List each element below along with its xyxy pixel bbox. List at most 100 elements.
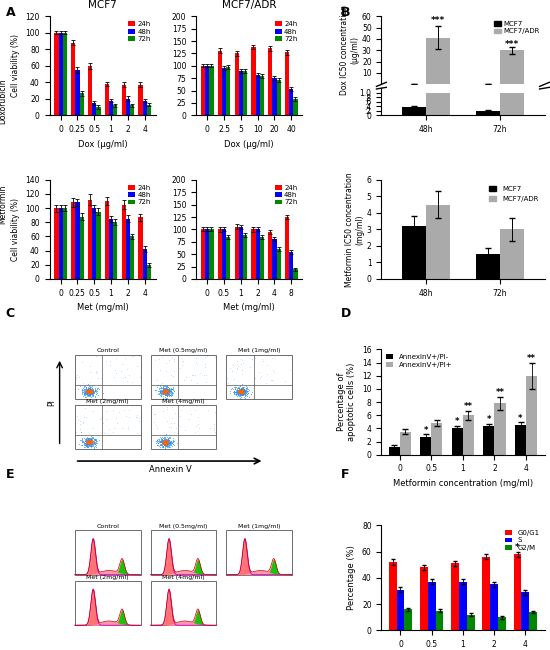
Point — [153, 436, 162, 447]
Point — [82, 442, 91, 452]
Point — [79, 436, 87, 447]
Point — [240, 387, 249, 397]
Point — [77, 435, 86, 445]
Bar — [272, 78, 277, 116]
Point — [159, 386, 168, 396]
Point — [233, 391, 242, 401]
Point — [159, 391, 168, 401]
Point — [162, 437, 171, 447]
Point — [169, 439, 178, 449]
Point — [81, 382, 90, 392]
Point — [161, 439, 170, 449]
Point — [234, 390, 243, 400]
Point — [238, 365, 247, 375]
Point — [155, 436, 164, 446]
Point — [113, 417, 122, 428]
Point — [81, 383, 90, 393]
Point — [240, 388, 249, 398]
Point — [84, 387, 93, 397]
Point — [86, 435, 95, 445]
Point — [84, 439, 93, 449]
Point — [156, 436, 165, 446]
Point — [81, 385, 90, 396]
Point — [87, 388, 96, 398]
Point — [160, 437, 169, 447]
Point — [262, 369, 271, 379]
Point — [91, 435, 100, 445]
Point — [159, 384, 168, 395]
Point — [162, 385, 171, 395]
Point — [240, 385, 249, 395]
Point — [160, 436, 169, 447]
Point — [84, 385, 93, 396]
Bar — [389, 562, 397, 630]
Point — [168, 437, 177, 447]
Point — [158, 432, 167, 443]
Point — [167, 436, 175, 447]
Point — [86, 432, 95, 443]
Bar — [500, 50, 524, 84]
Point — [87, 385, 96, 395]
Point — [85, 436, 94, 447]
Point — [82, 386, 91, 396]
Point — [235, 385, 244, 396]
Point — [166, 433, 174, 443]
Point — [161, 436, 170, 446]
Point — [161, 437, 170, 448]
Point — [162, 389, 171, 399]
Point — [161, 385, 169, 395]
Point — [80, 438, 89, 448]
Point — [237, 386, 246, 396]
Point — [239, 387, 248, 398]
Point — [237, 385, 246, 395]
Point — [164, 422, 173, 432]
Point — [87, 438, 96, 448]
Point — [161, 387, 169, 397]
Point — [83, 385, 92, 396]
Point — [163, 438, 172, 448]
Point — [237, 386, 246, 396]
Point — [157, 383, 166, 393]
Point — [238, 387, 246, 398]
Point — [160, 438, 169, 448]
Point — [91, 383, 100, 393]
Point — [80, 388, 89, 398]
Point — [241, 388, 250, 398]
Point — [162, 393, 170, 403]
Point — [200, 351, 209, 361]
Point — [243, 391, 251, 401]
Point — [163, 385, 172, 395]
Point — [156, 436, 165, 447]
Point — [201, 377, 210, 387]
Point — [153, 380, 162, 391]
Point — [180, 375, 189, 385]
Point — [87, 384, 96, 395]
Point — [88, 434, 97, 444]
Point — [98, 352, 107, 362]
Point — [93, 390, 102, 400]
Point — [238, 386, 246, 396]
Point — [239, 390, 248, 400]
Point — [237, 389, 246, 399]
Point — [164, 434, 173, 445]
Point — [83, 436, 92, 446]
Point — [238, 386, 246, 396]
Point — [230, 387, 239, 397]
Point — [83, 386, 92, 396]
Point — [244, 384, 252, 394]
Point — [227, 383, 236, 393]
Point — [158, 385, 167, 395]
Point — [158, 389, 167, 400]
Point — [234, 385, 243, 396]
Point — [235, 388, 244, 398]
Point — [235, 388, 244, 398]
Point — [234, 388, 243, 398]
Point — [87, 384, 96, 395]
Point — [119, 373, 128, 384]
Bar — [226, 68, 230, 116]
Point — [87, 388, 96, 398]
Point — [82, 437, 91, 447]
Point — [167, 384, 175, 394]
Bar — [243, 71, 247, 116]
Point — [240, 384, 249, 395]
